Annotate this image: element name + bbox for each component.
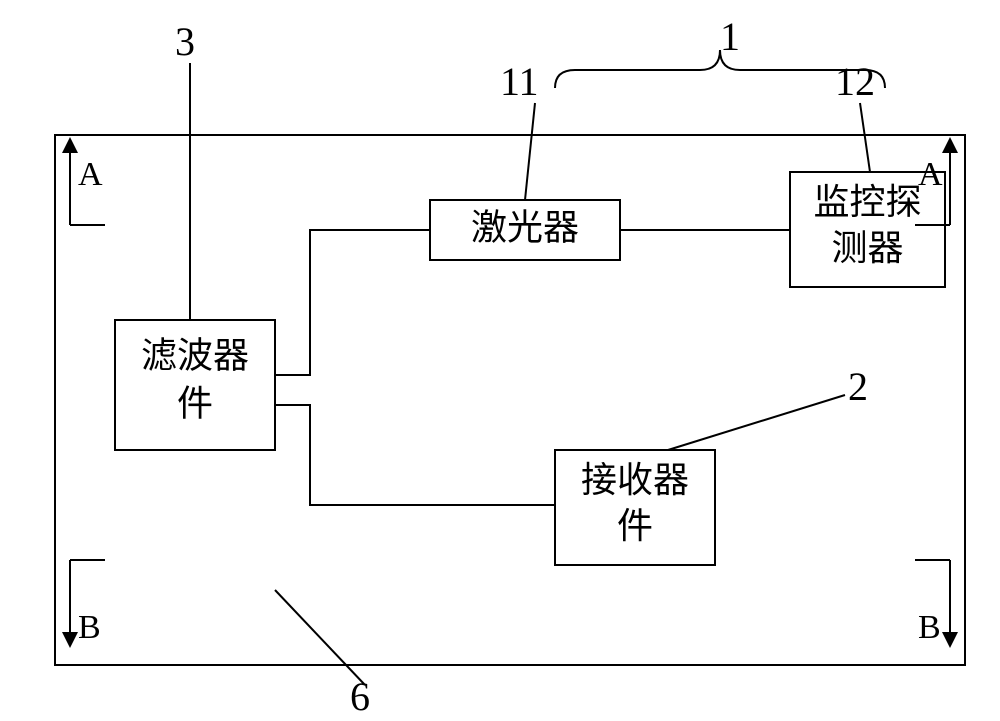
callout-line-n11 — [525, 103, 535, 200]
monitor-label-1: 测器 — [831, 228, 903, 268]
callout-line-n12 — [860, 103, 870, 172]
B_left-label: B — [78, 609, 101, 646]
callout-line-n2 — [668, 395, 845, 450]
connection-2 — [275, 405, 555, 505]
callout-n12: 12 — [835, 59, 875, 104]
A_left-label: A — [78, 156, 103, 193]
callout-n6: 6 — [350, 674, 370, 719]
receiver-label-0: 接收器 — [581, 460, 689, 500]
callout-n1: 1 — [720, 14, 740, 59]
connection-0 — [275, 230, 430, 375]
filter-label-0: 滤波器 — [141, 336, 249, 376]
callout-n11: 11 — [500, 59, 539, 104]
laser-label-0: 激光器 — [471, 208, 579, 248]
receiver-label-1: 件 — [617, 506, 653, 546]
filter-label-1: 件 — [177, 384, 213, 424]
A_right-label: A — [918, 156, 943, 193]
callout-n3: 3 — [175, 19, 195, 64]
callout-n2: 2 — [848, 364, 868, 409]
B_right-label: B — [918, 609, 941, 646]
callout-line-n6 — [275, 590, 365, 685]
monitor-label-0: 监控探 — [813, 182, 921, 222]
